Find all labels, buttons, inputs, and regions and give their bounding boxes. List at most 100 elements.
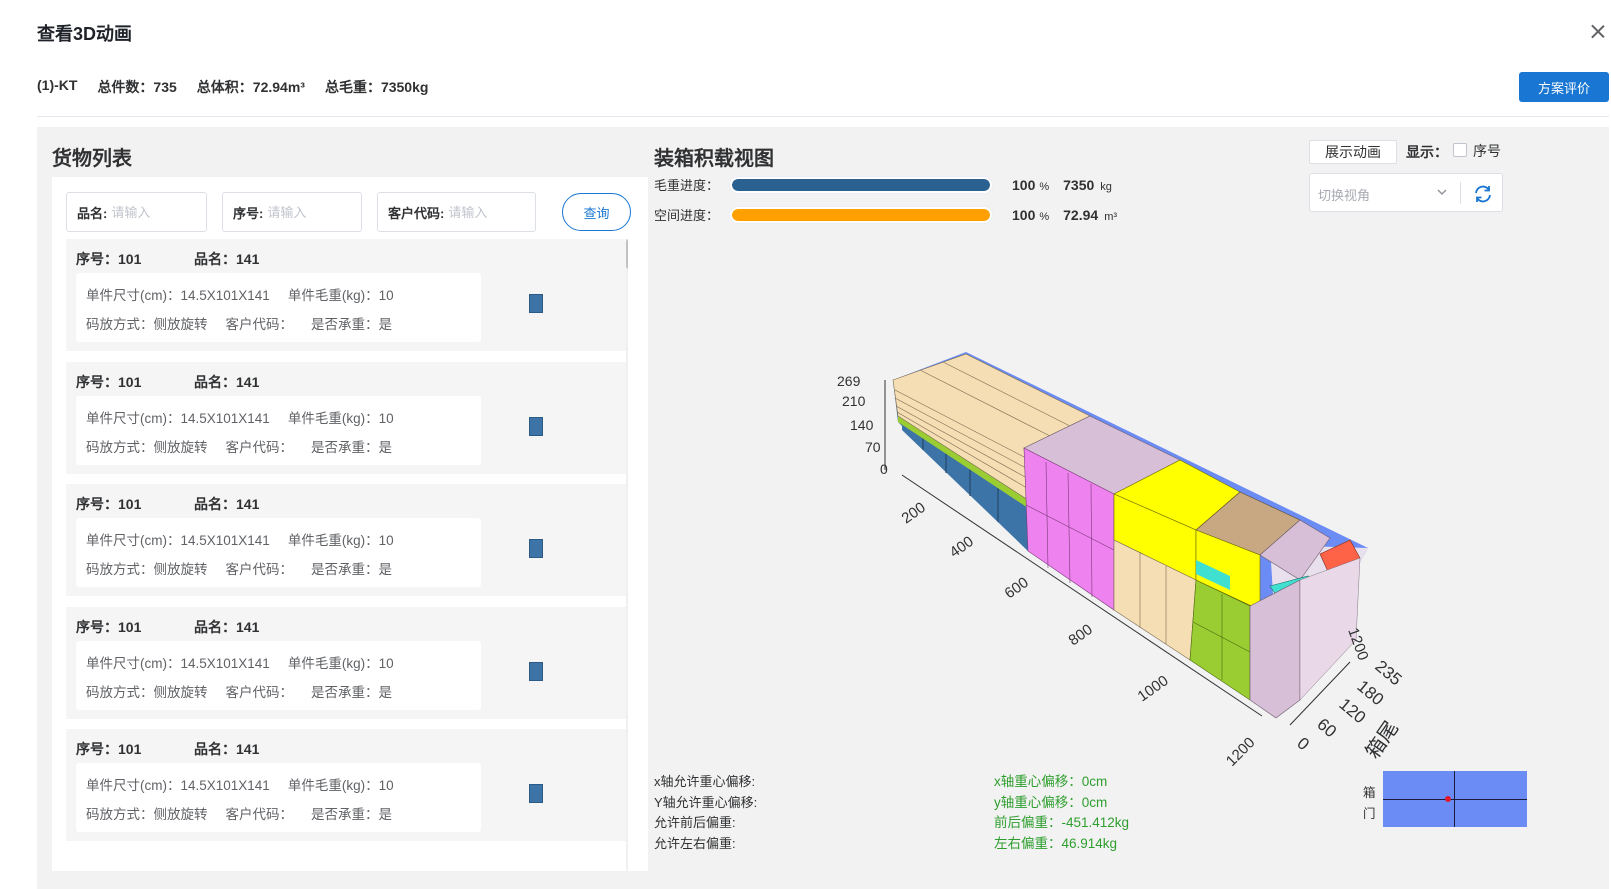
- item-weight: 单件毛重(kg)：10: [287, 655, 394, 671]
- space-progress-track: [730, 206, 992, 223]
- x-tick-label: 400: [947, 533, 977, 561]
- item-customer: 客户代码：: [225, 439, 294, 455]
- cargo-line: [894, 389, 1027, 459]
- space-progress: 空间进度： 100% 72.94 m³: [654, 205, 1117, 224]
- space-progress-label: 空间进度：: [654, 208, 720, 223]
- box-icon: [529, 294, 543, 313]
- name-filter[interactable]: 品名:: [66, 192, 207, 232]
- item-customer: 客户代码：: [225, 317, 294, 332]
- item-bearing: 是否承重：是: [311, 684, 392, 700]
- cg-limits: x轴允许重心偏移: Y轴允许重心偏移: 允许前后偏重: 允许左右偏重:: [654, 772, 757, 854]
- allowed-left-right: 允许左右偏重:: [654, 835, 736, 851]
- cargo-thistle-low: [1249, 579, 1301, 719]
- list-item[interactable]: 序号：101 品名：141 单件尺寸(cm)：14.5X101X141 单件毛重(k…: [66, 484, 628, 596]
- box-icon: [529, 416, 543, 436]
- item-size: 单件尺寸(cm)：14.5X101X141: [86, 410, 270, 426]
- item-weight: 单件毛重(kg)：10: [287, 778, 394, 793]
- customer-filter[interactable]: 客户代码:: [377, 192, 536, 232]
- cargo-rear-stack: [1299, 557, 1361, 701]
- z-tick-label: 210: [842, 393, 866, 409]
- y-axis: [1289, 661, 1351, 726]
- customer-filter-input[interactable]: [448, 204, 519, 220]
- allowed-front-back: 允许前后偏重:: [654, 815, 736, 830]
- weight-amount: 7350: [1063, 176, 1095, 193]
- plan-name: (1)-KT: [37, 77, 78, 93]
- item-name: 品名：141: [194, 618, 260, 635]
- total-pieces: 总件数：735: [97, 79, 177, 95]
- item-bearing: 是否承重：是: [311, 807, 392, 822]
- x-tick-label: 600: [1002, 574, 1032, 602]
- cargo-line: [1067, 472, 1071, 584]
- cargo-green-strip: [898, 416, 1028, 508]
- container-3d-view[interactable]: 269 210 140 70 0 200 400 600 800 1000 12…: [640, 340, 1440, 770]
- chevron-down-icon: [1437, 189, 1447, 195]
- cargo-list-title: 货物列表: [52, 148, 132, 170]
- show-animation-button[interactable]: 展示动画: [1309, 140, 1397, 164]
- z-tick-label: 140: [850, 417, 874, 433]
- scrollbar-thumb[interactable]: [626, 239, 628, 269]
- space-progress-fill: [732, 208, 990, 221]
- item-size: 单件尺寸(cm)：14.5X101X141: [86, 778, 270, 793]
- item-detail: 单件尺寸(cm)：14.5X101X141 单件毛重(kg)：10 码放方式：侧放…: [76, 518, 481, 587]
- list-item[interactable]: 序号：101 品名：141 单件尺寸(cm)：14.5X101X141 单件毛重(k…: [66, 361, 628, 474]
- view-select[interactable]: 切换视角: [1309, 173, 1503, 212]
- item-seq: 序号：101: [76, 741, 142, 757]
- query-button[interactable]: 查询: [562, 193, 631, 231]
- left-right-weight: 左右偏重：46.914kg: [994, 835, 1118, 851]
- item-seq: 序号：101: [76, 373, 142, 390]
- weight-progress-label: 毛重进度：: [654, 178, 720, 193]
- z-tick-label: 70: [865, 439, 881, 455]
- refresh-icon[interactable]: [1472, 183, 1494, 205]
- cg-map-h-axis: [1383, 799, 1527, 800]
- seq-filter[interactable]: 序号:: [222, 192, 362, 232]
- space-percent: 100: [1012, 206, 1036, 223]
- y-tick-label: 60: [1313, 715, 1340, 742]
- cargo-line: [1192, 621, 1251, 653]
- rear-label: 箱尾: [1361, 717, 1403, 763]
- item-seq: 序号：101: [76, 251, 142, 267]
- cg-map: [1383, 771, 1527, 827]
- front-back-weight: 前后偏重：-451.412kg: [994, 815, 1130, 830]
- space-percent-unit: %: [1039, 210, 1050, 223]
- box-icon: [529, 784, 543, 803]
- list-item[interactable]: 序号：101 品名：141 单件尺寸(cm)：14.5X101X141 单件毛重(k…: [66, 606, 628, 719]
- item-bearing: 是否承重：是: [311, 562, 392, 577]
- cargo-thistle-rear: [1259, 519, 1331, 581]
- close-icon[interactable]: [1588, 22, 1608, 42]
- item-weight: 单件毛重(kg)：10: [287, 410, 394, 426]
- list-item[interactable]: 序号：101 品名：141 单件尺寸(cm)：14.5X101X141 单件毛重(k…: [66, 239, 628, 351]
- item-customer: 客户代码：: [225, 562, 294, 577]
- door-label-2: 门: [1363, 807, 1376, 821]
- item-weight: 单件毛重(kg)：10: [287, 533, 394, 548]
- load-view-title: 装箱积载视图: [654, 148, 774, 170]
- item-detail: 单件尺寸(cm)：14.5X101X141 单件毛重(kg)：10 码放方式：侧放…: [76, 273, 481, 342]
- item-name: 品名：141: [194, 251, 260, 267]
- door-label-1: 箱: [1363, 786, 1376, 800]
- weight-progress-track: [730, 176, 992, 193]
- seq-checkbox-label[interactable]: 序号: [1473, 143, 1501, 159]
- seq-checkbox[interactable]: [1453, 143, 1467, 157]
- cg-map-v-axis: [1454, 771, 1455, 827]
- evaluate-button[interactable]: 方案评价: [1519, 72, 1609, 102]
- cargo-line: [1045, 461, 1049, 569]
- x-tick-label: 200: [899, 499, 929, 527]
- customer-filter-label: 客户代码:: [388, 205, 445, 221]
- name-filter-input[interactable]: [111, 204, 192, 220]
- item-customer: 客户代码：: [225, 807, 294, 822]
- seq-filter-input[interactable]: [267, 204, 348, 220]
- item-bearing: 是否承重：是: [311, 317, 392, 332]
- seq-filter-label: 序号:: [233, 205, 264, 221]
- item-bearing: 是否承重：是: [311, 439, 392, 455]
- y-allowed-offset: Y轴允许重心偏移:: [654, 794, 758, 810]
- space-amount: 72.94: [1063, 206, 1099, 223]
- cargo-line: [1090, 483, 1093, 598]
- cargo-line: [919, 369, 1051, 437]
- summary-bar: (1)-KT 总件数：735 总体积：72.94m³ 总毛重：7350kg: [37, 77, 428, 97]
- list-item[interactable]: 序号：101 品名：141 单件尺寸(cm)：14.5X101X141 单件毛重(k…: [66, 729, 628, 841]
- x-tick-label: 1200: [1223, 734, 1259, 770]
- item-placement: 码放方式：侧放旋转: [86, 562, 208, 577]
- display-label: 显示：: [1406, 144, 1448, 160]
- list-scrollbar[interactable]: [626, 239, 628, 871]
- box-icon: [529, 539, 543, 558]
- z-tick-labels: 269 210 140 70 0: [837, 373, 888, 477]
